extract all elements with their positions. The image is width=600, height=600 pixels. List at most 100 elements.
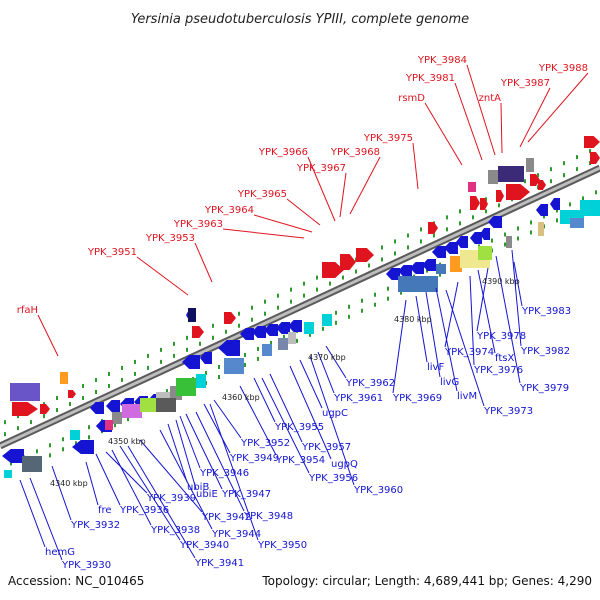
feature-box [538, 222, 544, 236]
forward-gene-arrow [538, 180, 546, 190]
tick-dot [537, 173, 539, 178]
leader-line [261, 377, 310, 474]
reverse-gene-arrow [550, 198, 560, 210]
feature-box [10, 383, 40, 401]
forward-gene-label: YPK_3963 [173, 219, 223, 230]
leader-line [111, 449, 152, 526]
reverse-gene-label: YPK_3961 [333, 393, 383, 404]
reverse-gene-label: ubiE [196, 489, 218, 500]
reverse-gene-label: YPK_3944 [211, 529, 261, 540]
feature-box [60, 372, 68, 384]
tick-dot [556, 218, 558, 223]
reverse-gene-label: YPK_3947 [221, 489, 271, 500]
tick-dot [387, 286, 389, 291]
reverse-gene-arrow [2, 449, 24, 463]
reverse-gene-arrow [480, 228, 490, 240]
reverse-gene-label: YPK_3976 [473, 365, 523, 376]
reverse-gene-label: YPK_3969 [392, 393, 442, 404]
feature-box [398, 276, 438, 292]
tick-dot [530, 220, 532, 225]
tick-dot [368, 263, 370, 268]
feature-box [122, 404, 142, 418]
reverse-gene-label: YPK_3978 [476, 331, 526, 342]
forward-gene-label: YPK_3975 [363, 133, 413, 144]
feature-box [526, 158, 534, 172]
reverse-gene-arrow [536, 204, 548, 216]
reverse-gene-label: YPK_3962 [345, 378, 395, 389]
tick-dot [17, 426, 19, 431]
tick-dot [238, 311, 240, 316]
feature-box [506, 236, 512, 248]
tick-dot [303, 293, 305, 298]
tick-dot [95, 377, 97, 382]
leader-line [127, 445, 196, 559]
reverse-gene-label: YPK_3939 [146, 493, 196, 504]
tick-dot [433, 233, 435, 238]
leader-line [325, 345, 347, 379]
leader-line [466, 64, 496, 156]
tick-dot [134, 359, 136, 364]
leader-line [85, 461, 99, 506]
feature-box [488, 170, 498, 184]
feature-box [140, 398, 156, 412]
tick-dot [342, 275, 344, 280]
leader-line [209, 403, 259, 541]
leader-line [424, 102, 463, 166]
feature-box [22, 456, 42, 472]
tick-dot [485, 209, 487, 214]
tick-dot [504, 232, 506, 237]
tick-dot [114, 423, 116, 428]
leader-line [476, 267, 489, 332]
tick-dot [472, 215, 474, 220]
feature-box [4, 470, 12, 478]
tick-dot [264, 311, 266, 316]
tick-dot [199, 341, 201, 346]
tick-dot [160, 359, 162, 364]
leader-line [185, 413, 223, 490]
forward-gene-arrow [506, 184, 530, 200]
tick-dot [121, 365, 123, 370]
feature-box [288, 332, 296, 344]
tick-dot [420, 227, 422, 232]
leader-line [412, 142, 419, 190]
reverse-gene-label: YPK_3940 [179, 540, 229, 551]
leader-line [495, 255, 521, 384]
forward-gene-labels: rfaH YPK_3951 YPK_3953 YPK_3963 YPK_3964 YPK_… [17, 55, 588, 316]
tick-dot [329, 281, 331, 286]
tick-dot [420, 239, 422, 244]
topology-text: Topology: circular; Length: 4,689,441 bp… [261, 574, 592, 588]
reverse-gene-arrow [470, 232, 482, 244]
tick-dot [530, 230, 532, 235]
tick-dot [296, 338, 298, 343]
forward-gene-label: zntA [479, 93, 502, 104]
forward-gene-label: YPK_3981 [405, 73, 455, 84]
reverse-gene-label: YPK_3936 [119, 505, 169, 516]
feature-box [478, 246, 492, 260]
reverse-gene-label: YPK_3941 [194, 558, 244, 569]
forward-gene-arrow [192, 326, 204, 338]
tick-dot [69, 402, 71, 407]
leader-line [309, 355, 355, 486]
reverse-gene-label: ugpC [322, 408, 348, 419]
tick-dot [277, 293, 279, 298]
reverse-gene-label: YPK_3949 [229, 453, 279, 464]
kbp-label: 4360 kbp [222, 393, 260, 402]
tick-dot [595, 190, 597, 195]
tick-dot [160, 347, 162, 352]
tick-dot [563, 161, 565, 166]
feature-box [436, 264, 446, 274]
feature-box [468, 182, 476, 192]
reverse-gene-label: YPK_3932 [70, 520, 120, 531]
tick-dot [543, 214, 545, 219]
leader-line [119, 445, 181, 541]
leader-line [317, 351, 335, 394]
leader-line [511, 249, 522, 347]
leader-line [392, 299, 407, 394]
leader-line [513, 261, 523, 307]
tick-dot [88, 425, 90, 430]
tick-dot [374, 292, 376, 297]
leader-line [222, 228, 305, 239]
forward-gene-arrow [68, 390, 76, 398]
tick-dot [374, 302, 376, 307]
